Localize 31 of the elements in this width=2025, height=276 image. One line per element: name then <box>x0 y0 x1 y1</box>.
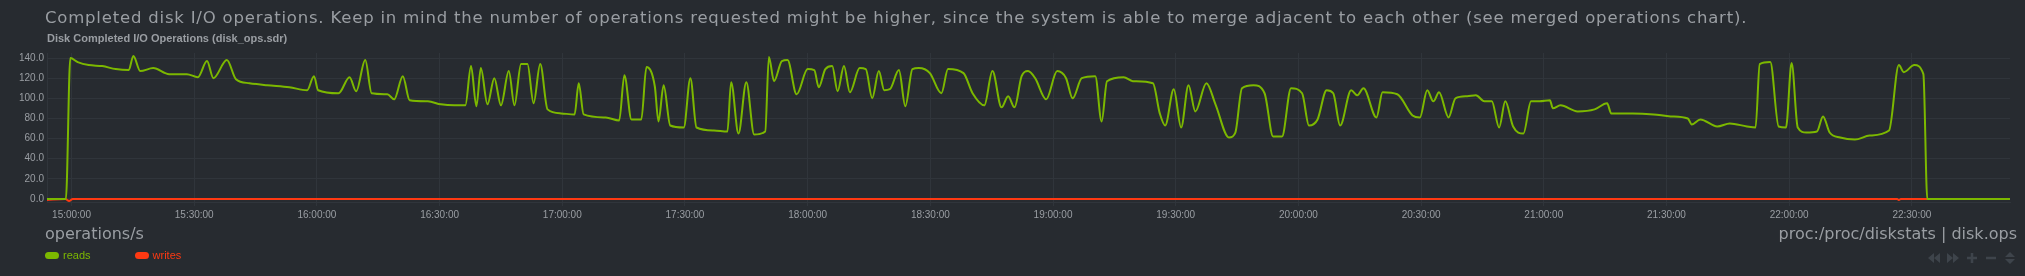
y-tick-label: 20.0 <box>24 172 45 184</box>
y-tick-label: 140.0 <box>18 51 45 63</box>
x-tick-label: 17:30:00 <box>665 208 705 220</box>
x-tick-label: 20:00:00 <box>1278 208 1319 220</box>
x-tick-label: 22:30:00 <box>1892 208 1932 220</box>
y-tick-label: 40.0 <box>24 152 45 164</box>
y-tick-label: 60.0 <box>24 132 45 144</box>
x-tick-label: 17:00:00 <box>542 208 583 220</box>
x-tick-label: 21:30:00 <box>1647 208 1687 220</box>
y-tick-label: 100.0 <box>18 92 45 104</box>
x-tick-label: 15:30:00 <box>174 208 215 220</box>
y-tick-label: 0.0 <box>30 192 45 204</box>
line-series <box>47 55 2010 200</box>
x-tick-label: 19:00:00 <box>1033 208 1073 220</box>
y-tick-label: 120.0 <box>18 71 45 83</box>
x-tick-label: 19:30:00 <box>1156 208 1196 220</box>
x-tick-label: 16:00:00 <box>297 208 337 220</box>
x-tick-label: 18:00:00 <box>788 208 828 220</box>
x-tick-label: 21:00:00 <box>1524 208 1564 220</box>
text: operations/s <box>45 224 144 243</box>
x-tick-label: 16:30:00 <box>420 208 460 220</box>
chart-title: Disk Completed I/O Operations (disk_ops.sdr) <box>47 32 288 44</box>
x-tick-label: 18:30:00 <box>910 208 951 220</box>
chart-subtitle: Completed disk I/O operations. Keep in mind the number of operations requested might be higher, since the system is able to merge adjacent to each other (see merged operations chart). <box>45 8 1748 27</box>
x-tick-label: 22:00:00 <box>1769 208 1810 220</box>
x-tick-label: 20:30:00 <box>1401 208 1441 220</box>
y-tick-label: 80.0 <box>24 112 45 124</box>
text: proc:/proc/diskstats | disk.ops <box>1778 224 2017 243</box>
legend-label: writes <box>152 249 182 261</box>
legend-label: reads <box>63 249 91 261</box>
x-tick-label: 15:00:00 <box>52 208 92 220</box>
